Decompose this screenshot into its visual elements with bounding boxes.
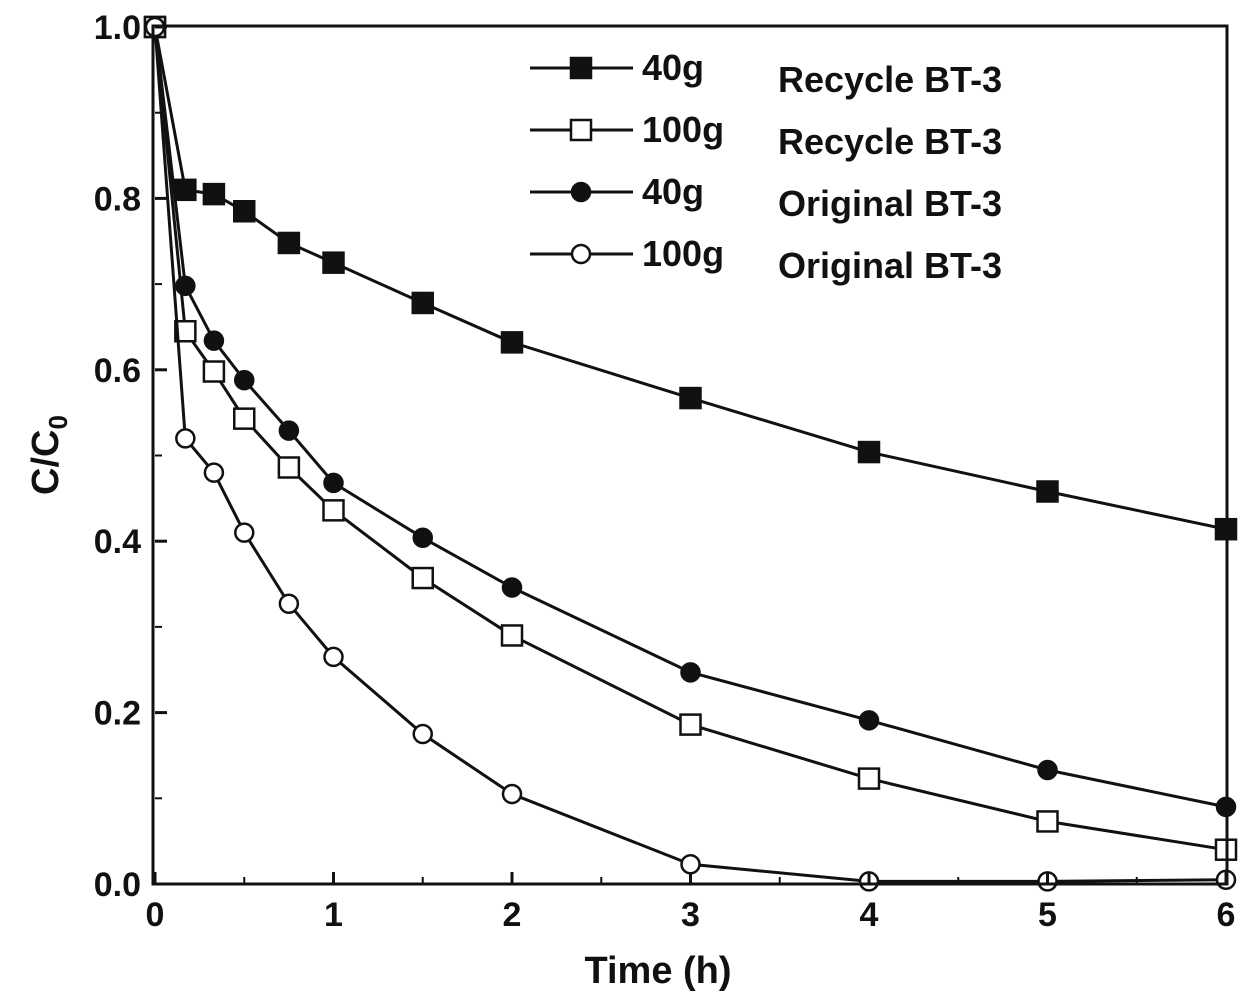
y-tick-label: 0.6 (94, 352, 141, 390)
data-point (233, 200, 256, 223)
plot-frame (151, 24, 1229, 886)
data-point (175, 275, 196, 297)
y-tick-label: 1.0 (94, 9, 141, 47)
legend-marker (570, 181, 592, 203)
series-line (153, 26, 1227, 531)
data-point (233, 407, 256, 430)
data-point (278, 593, 300, 615)
x-tick-label: 3 (681, 896, 700, 934)
x-tick-label: 5 (1038, 896, 1057, 934)
data-point (500, 624, 524, 647)
data-point (202, 360, 226, 383)
y-axis-title-main: C/C (25, 430, 67, 495)
series-3 (144, 16, 1237, 818)
series-1 (143, 15, 1238, 541)
legend-marker (569, 118, 593, 142)
x-tick-label: 0 (146, 896, 165, 934)
data-point (858, 710, 880, 731)
legend-item: 100g Recycle BT-3 (530, 109, 1002, 162)
data-point (323, 646, 344, 668)
legend-amount: 40g (642, 171, 704, 212)
y-axis-title-subscript: 0 (43, 415, 73, 429)
data-point (857, 767, 881, 790)
data-point (174, 178, 197, 202)
data-point (1036, 810, 1059, 833)
y-axis-title: C/C0 (25, 415, 73, 495)
data-point (202, 182, 226, 206)
y-tick-label: 0.2 (94, 695, 141, 733)
legend-marker (570, 243, 592, 265)
series-line (153, 26, 1227, 809)
data-point (277, 231, 301, 255)
legend-label: Original BT-3 (778, 183, 1002, 224)
data-point (501, 577, 523, 598)
legend-amount: 40g (642, 47, 704, 88)
x-tick-label: 6 (1217, 896, 1236, 934)
legend-label: Recycle BT-3 (778, 121, 1002, 162)
data-point (322, 251, 345, 274)
legend-label: Original BT-3 (778, 245, 1002, 286)
data-point (323, 472, 344, 494)
data-point (501, 783, 523, 805)
legend-label: Recycle BT-3 (778, 59, 1002, 100)
y-tick-label: 0.4 (94, 523, 141, 561)
x-tick-label: 4 (860, 896, 879, 934)
data-point (679, 386, 702, 410)
x-tick-label: 1 (324, 896, 343, 934)
y-tick-label: 0.8 (94, 180, 141, 218)
data-point (1037, 759, 1058, 781)
data-point (203, 330, 225, 351)
x-axis-title: Time (h) (584, 950, 731, 992)
legend-marker (569, 56, 593, 80)
data-point (322, 499, 345, 522)
series-layer (143, 15, 1238, 892)
data-point (203, 462, 225, 483)
legend-amount: 100g (642, 233, 724, 274)
data-point (679, 713, 702, 736)
data-point (500, 331, 524, 354)
data-point (277, 456, 301, 479)
legend-item: 100g Original BT-3 (530, 233, 1002, 286)
x-tick-label: 2 (503, 896, 522, 934)
legend-item: 40g Original BT-3 (530, 171, 1002, 224)
series-line (153, 26, 1227, 883)
data-point (412, 723, 433, 745)
legend-item: 40g Recycle BT-3 (530, 47, 1002, 100)
data-point (234, 522, 255, 543)
data-point (278, 420, 300, 441)
data-point (857, 440, 881, 464)
data-point (411, 566, 434, 590)
tick-layer: 0 1 2 3 4 5 6 0.0 0.2 0.4 0.6 0.8 1.0 (94, 9, 1236, 934)
data-point (680, 854, 701, 875)
data-point (1036, 480, 1059, 503)
data-point (680, 662, 701, 683)
legend: 40g Recycle BT-3 100g Recycle BT-3 40g Origin… (530, 47, 1002, 286)
legend-amount: 100g (642, 109, 724, 150)
data-point (412, 527, 433, 549)
data-point (234, 369, 255, 391)
data-point (175, 428, 196, 449)
data-point (411, 291, 434, 315)
data-point (174, 319, 197, 343)
y-tick-label: 0.0 (94, 866, 141, 904)
